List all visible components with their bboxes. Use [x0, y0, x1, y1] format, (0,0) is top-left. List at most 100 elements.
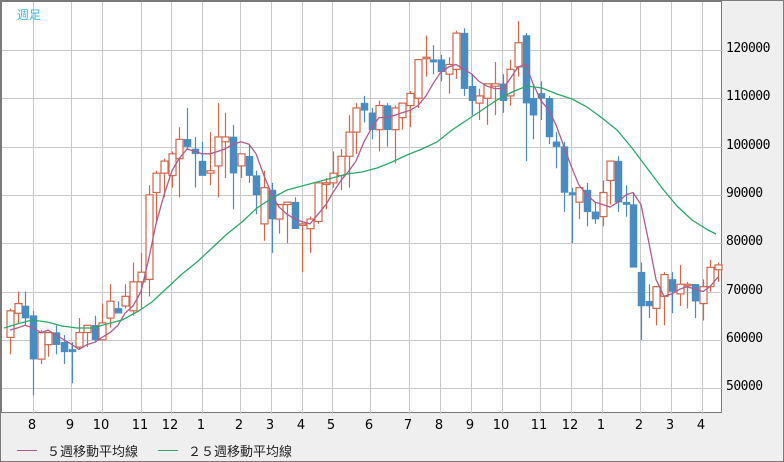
candle-body-down [360, 102, 369, 111]
candle-body-down [552, 141, 561, 147]
x-tick-label: 4 [696, 418, 706, 433]
x-tick-label: 2 [634, 418, 644, 433]
candle-body-down [522, 35, 531, 104]
x-tick-label: 11 [131, 418, 149, 433]
candle-body-down [114, 308, 123, 314]
candle-body-up [391, 107, 400, 131]
x-tick-label: 3 [665, 418, 675, 433]
candle-body-up [699, 286, 708, 305]
candle-body-up [14, 302, 23, 314]
candle-body-up [221, 136, 230, 143]
y-tick-label: 120000 [726, 40, 770, 56]
candle-body-up [298, 223, 307, 226]
legend-label-ma5: ５週移動平均線 [47, 445, 139, 460]
candle-body-up [714, 264, 723, 271]
legend-item-ma5: ５週移動平均線 [17, 441, 138, 460]
period-label: 週足 [17, 8, 42, 22]
candle-body-down [668, 279, 677, 292]
candle-body-up [83, 324, 92, 334]
x-tick-label: 12 [561, 418, 579, 433]
candle-body-up [483, 83, 492, 99]
candle-body-down [183, 139, 192, 147]
candle-body-down [68, 349, 77, 353]
candle-body-down [252, 175, 261, 196]
y-tick-label: 100000 [726, 137, 770, 153]
candle-body-up [475, 95, 484, 104]
candle-body-down [537, 93, 546, 99]
candle-body-down [229, 136, 238, 174]
x-tick-label: 7 [403, 418, 413, 433]
candle-body-down [629, 204, 638, 268]
plot-area[interactable]: 週足 [1, 1, 723, 414]
candle-body-up [6, 310, 15, 338]
y-tick-label: 80000 [726, 233, 763, 249]
x-tick-label: 12 [161, 418, 179, 433]
y-tick-label: 90000 [726, 185, 763, 201]
candle-body-down [645, 300, 654, 307]
y-tick-label: 60000 [726, 330, 763, 346]
candle-body-down [622, 201, 631, 205]
x-tick-label: 6 [364, 418, 374, 433]
y-tick-label: 70000 [726, 282, 763, 298]
candle-body-down [529, 98, 538, 116]
candle-body-down [52, 332, 61, 345]
candle-body-down [198, 160, 207, 176]
candle-body-up [152, 172, 161, 194]
candle-body-up [422, 56, 431, 60]
candlestick-chart [2, 2, 723, 414]
candle-body-up [398, 102, 407, 119]
candle-body-down [29, 315, 38, 360]
ma25-line-swatch-icon [158, 450, 179, 451]
x-tick-label: 2 [234, 418, 244, 433]
candle-body-up [98, 322, 107, 341]
candle-body-down [637, 271, 646, 307]
candle-body-up [106, 300, 115, 319]
candle-body-up [491, 83, 500, 87]
x-tick-label: 8 [27, 418, 37, 433]
candle-body-up [44, 331, 53, 346]
candle-body-up [575, 187, 584, 203]
x-tick-label: 9 [65, 418, 75, 433]
candle-body-up [514, 42, 523, 68]
candle-body-up [314, 182, 323, 223]
candle-body-up [260, 187, 269, 225]
ma25-line [3, 85, 717, 329]
candle-body-down [291, 201, 300, 229]
ma5-line-swatch-icon [17, 450, 37, 451]
candle-body-up [322, 182, 331, 185]
candle-body-up [606, 160, 615, 182]
x-tick-label: 5 [326, 418, 336, 433]
x-tick-label: 1 [596, 418, 606, 433]
ma5-line [9, 63, 719, 351]
candle-body-down [568, 192, 577, 196]
candle-body-up [452, 32, 461, 70]
x-tick-label: 10 [492, 418, 510, 433]
legend-label-ma25: ２５週移動平均線 [188, 445, 293, 460]
candle-body-up [337, 155, 346, 177]
x-tick-label: 9 [465, 418, 475, 433]
candle-body-down [429, 59, 438, 63]
legend-item-ma25: ２５週移動平均線 [158, 441, 292, 460]
candle-body-down [460, 32, 469, 89]
x-tick-label: 3 [265, 418, 275, 433]
y-tick-label: 50000 [726, 378, 763, 394]
candle-body-down [468, 85, 477, 101]
candle-body-up [75, 331, 84, 348]
x-tick-label: 4 [296, 418, 306, 433]
candle-body-up [237, 153, 246, 167]
x-tick-label: 8 [434, 418, 444, 433]
y-tick-label: 110000 [726, 88, 770, 104]
x-tick-label: 11 [530, 418, 548, 433]
candle-body-up [345, 131, 354, 157]
candle-body-up [283, 201, 292, 206]
candle-body-up [406, 92, 415, 107]
candle-body-down [583, 189, 592, 213]
x-tick-label: 1 [196, 418, 206, 433]
candle-body-up [414, 59, 423, 99]
candle-body-down [21, 305, 30, 319]
candle-body-up [352, 107, 361, 133]
candle-body-up [160, 160, 169, 174]
candle-body-up [129, 281, 138, 312]
candle-body-up [652, 286, 661, 310]
